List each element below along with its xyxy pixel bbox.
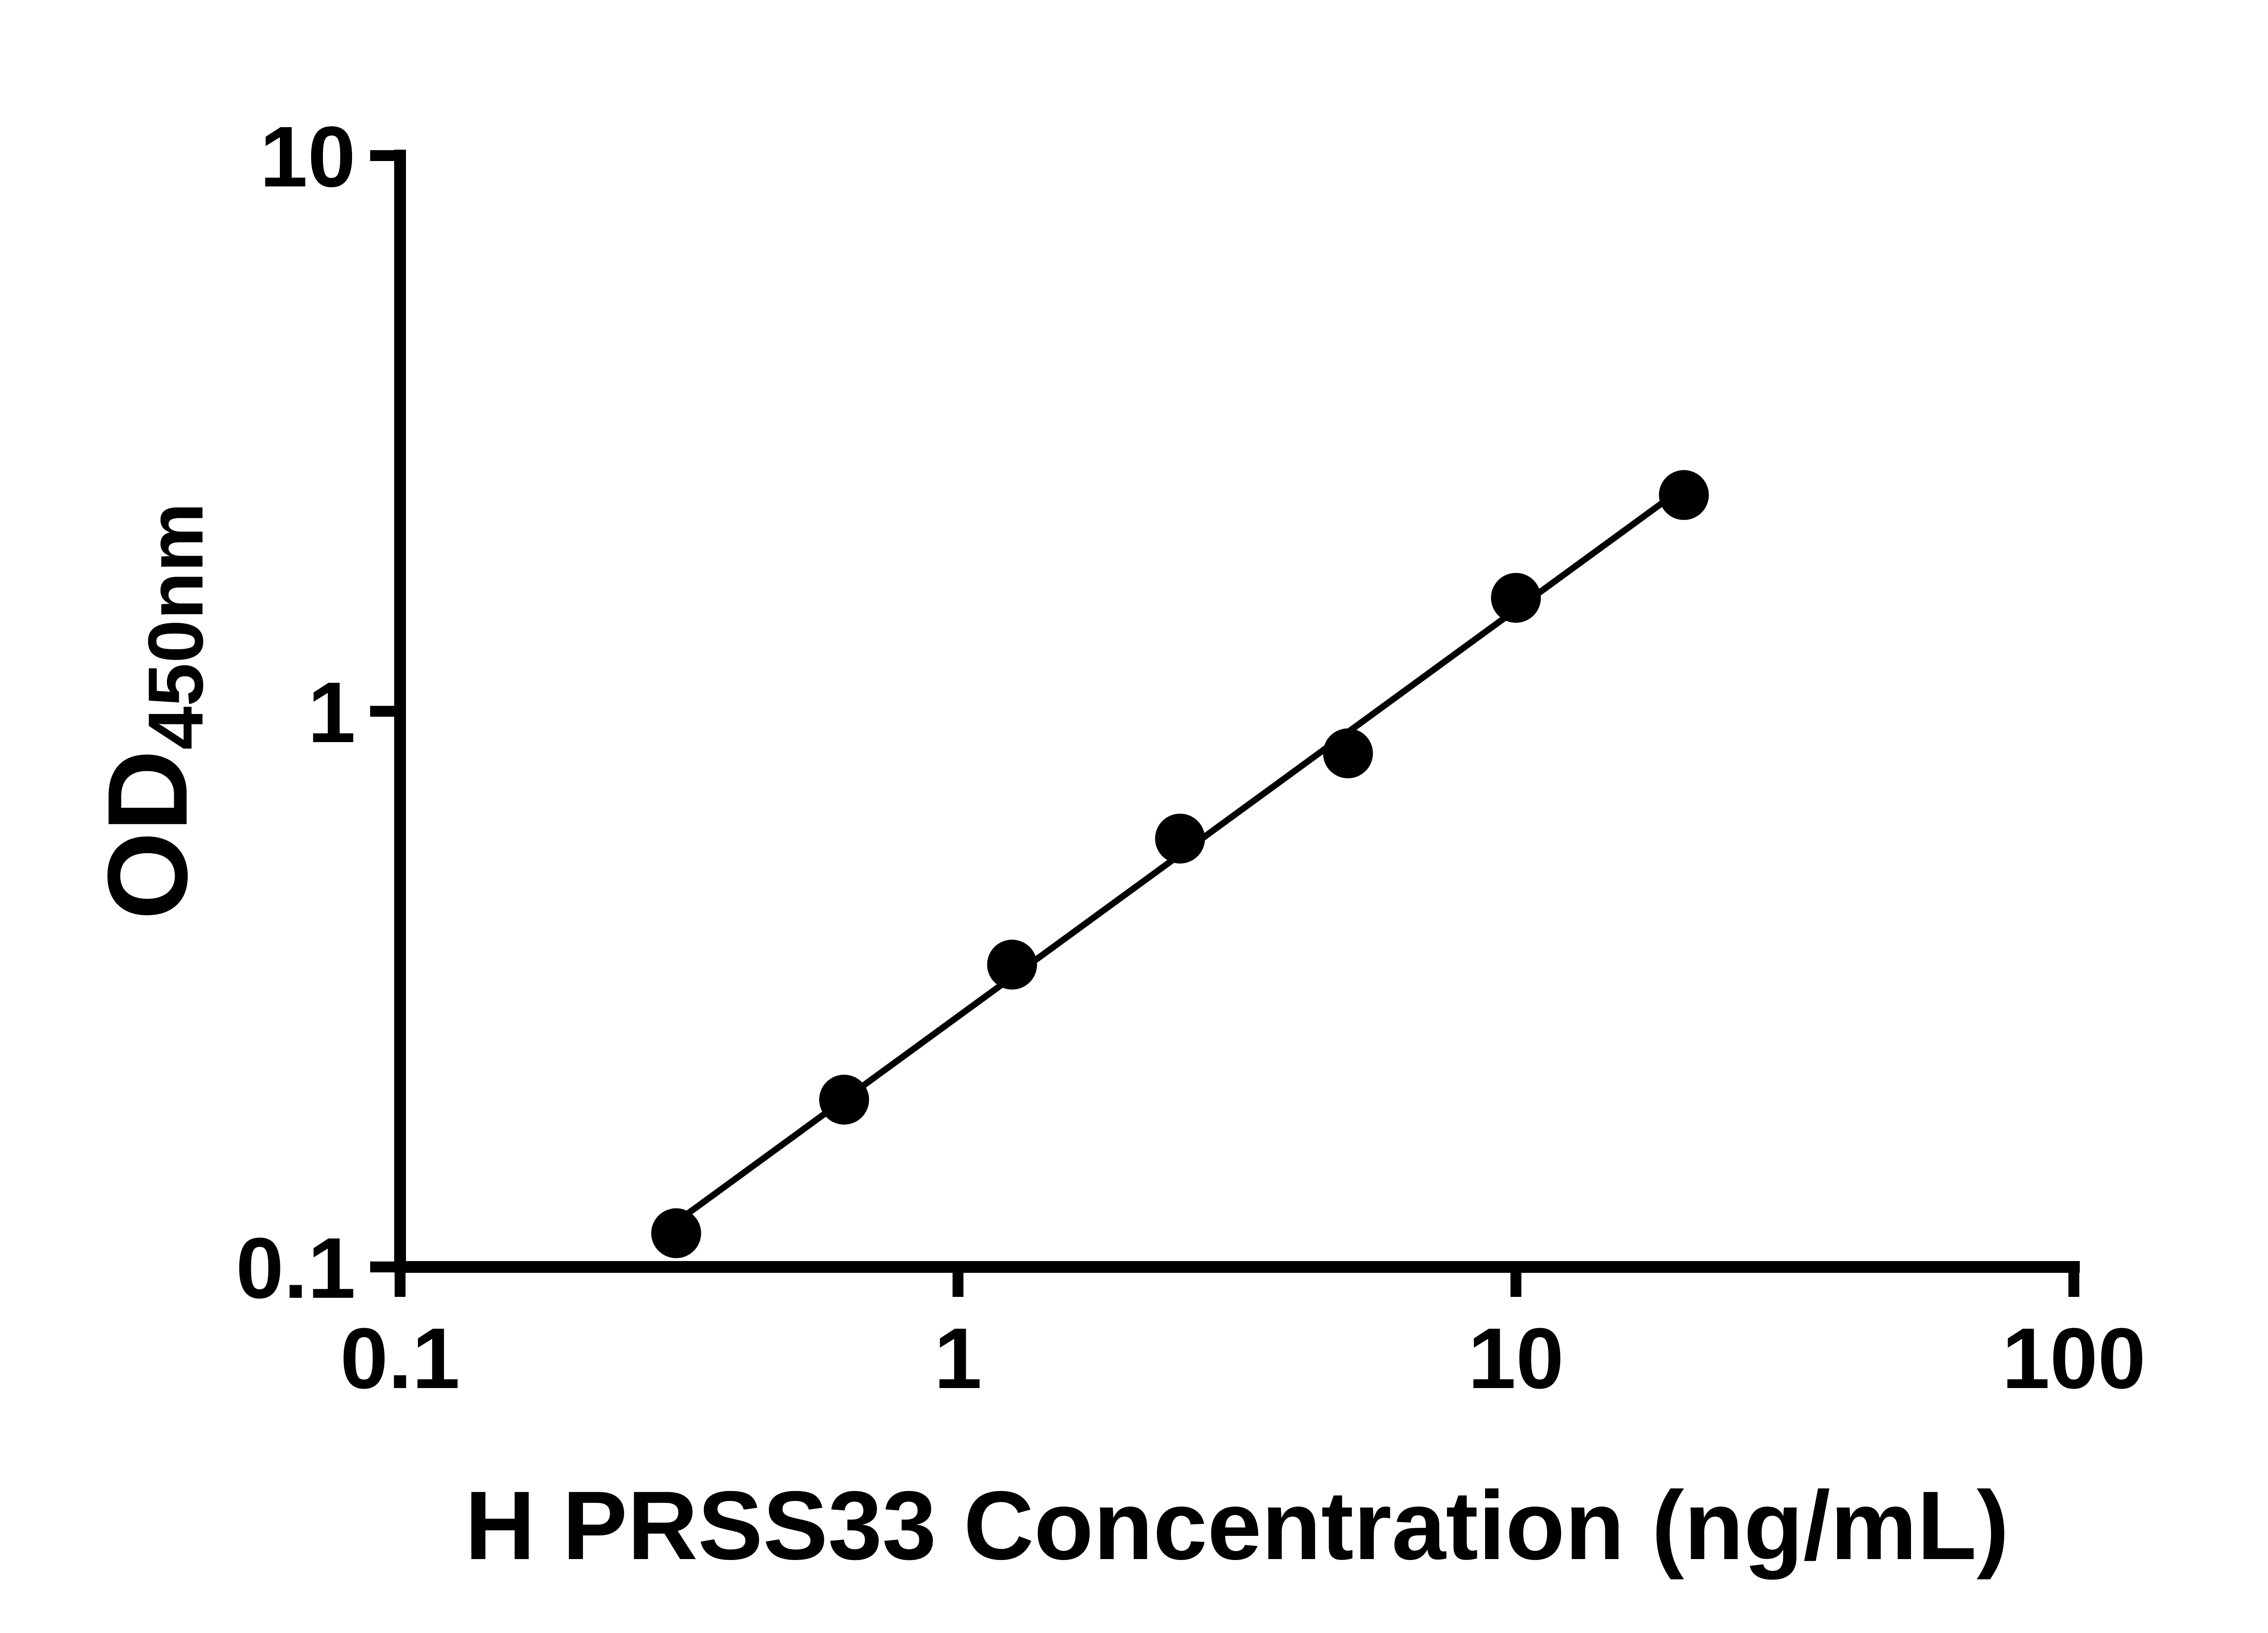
x-axis-title: H PRSS33 Concentration (ng/mL) (464, 1471, 2009, 1580)
data-point (1659, 470, 1709, 520)
y-axis-title-subscript: 450nm (132, 503, 220, 750)
x-tick-label: 10 (1468, 1310, 1564, 1407)
y-tick-label: 0.1 (236, 1220, 356, 1316)
x-tick-label: 100 (2002, 1310, 2146, 1407)
data-point (819, 1075, 869, 1125)
data-point (1323, 728, 1373, 778)
y-axis-title-main: OD (84, 749, 211, 920)
data-point (1491, 572, 1541, 623)
data-point (651, 1208, 701, 1258)
y-tick-label: 10 (260, 109, 356, 205)
y-axis-title: OD450nm (84, 503, 220, 920)
data-point (1155, 813, 1205, 864)
y-tick-label: 1 (308, 665, 356, 761)
x-tick-label: 1 (934, 1310, 982, 1407)
x-tick-label: 0.1 (340, 1310, 460, 1407)
data-point (987, 939, 1037, 990)
